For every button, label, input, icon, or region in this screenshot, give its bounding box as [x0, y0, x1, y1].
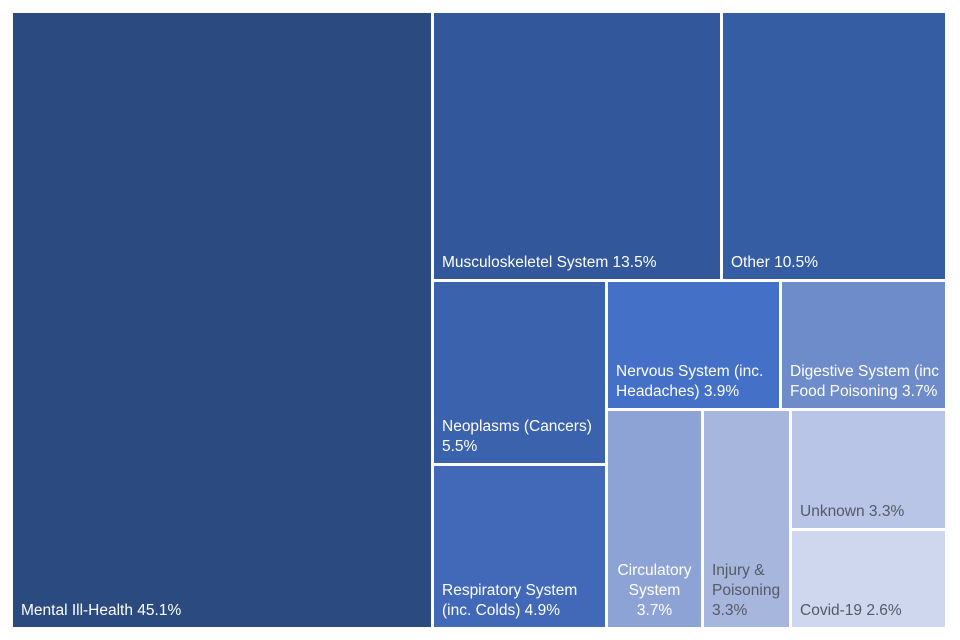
treemap-tile-label: Mental Ill-Health 45.1% [21, 602, 182, 619]
treemap-tile-label: Nervous System (inc. Headaches) 3.9% [616, 363, 764, 400]
treemap-tile-musculoskeletel-system: Musculoskeletel System 13.5% [434, 13, 720, 279]
treemap-tile-neoplasms-cancers: Neoplasms (Cancers) 5.5% [434, 282, 605, 463]
treemap-tile-label: Neoplasms (Cancers) 5.5% [442, 418, 592, 455]
treemap-tile-other: Other 10.5% [723, 13, 945, 279]
treemap-tile-label: Covid-19 2.6% [800, 602, 902, 619]
treemap-tile-label: Digestive System (inc Food Poisoning 3.7… [790, 363, 940, 400]
treemap-tile-circulatory-system: Circulatory System 3.7% [608, 411, 701, 627]
treemap-tile-unknown: Unknown 3.3% [792, 411, 945, 528]
treemap-tile-digestive-system-inc-food-poisoning: Digestive System (inc Food Poisoning 3.7… [782, 282, 945, 408]
treemap-tile-mental-ill-health: Mental Ill-Health 45.1% [13, 13, 431, 627]
treemap-tile-covid-19: Covid-19 2.6% [792, 531, 945, 627]
treemap-tile-label: Circulatory System 3.7% [617, 562, 692, 619]
treemap-tile-label: Injury & Poisoning 3.3% [712, 562, 781, 619]
treemap-tile-injury-poisoning: Injury & Poisoning 3.3% [704, 411, 789, 627]
treemap-tile-respiratory-system-inc-colds: Respiratory System (inc. Colds) 4.9% [434, 466, 605, 627]
treemap-tile-label: Other 10.5% [731, 254, 819, 271]
treemap-tile-nervous-system-inc-headaches: Nervous System (inc. Headaches) 3.9% [608, 282, 779, 408]
treemap-tile-label: Respiratory System (inc. Colds) 4.9% [442, 582, 578, 619]
treemap-tile-label: Unknown 3.3% [800, 503, 905, 520]
treemap-tile-label: Musculoskeletel System 13.5% [442, 254, 657, 271]
